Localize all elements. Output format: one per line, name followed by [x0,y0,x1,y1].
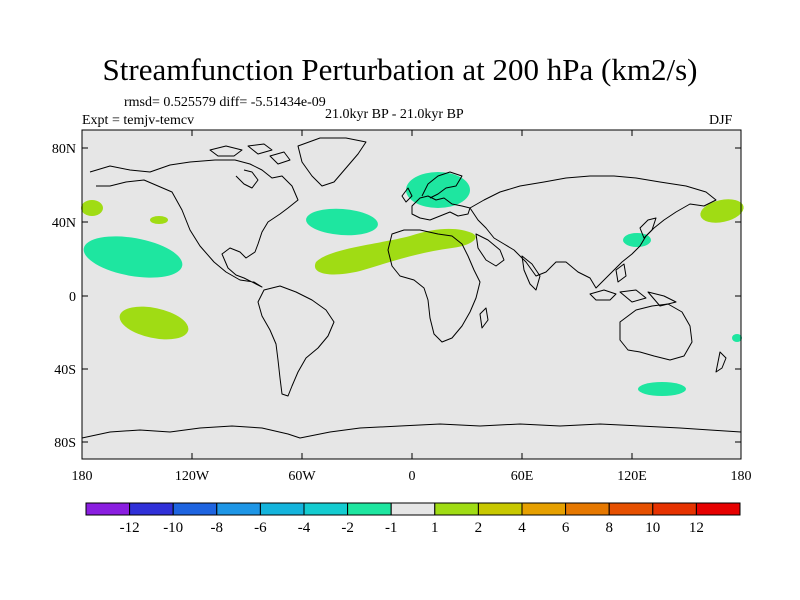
colorbar-label: -10 [163,520,183,536]
blob-north-pacific-west [700,199,744,223]
coast-australia [619,303,693,361]
colorbar-label: 10 [645,520,660,536]
coast-scandinavia [421,171,463,199]
lat-tick-label: 80N [52,142,76,157]
colorbar-label: 8 [605,520,613,536]
lon-tick-label: 120E [617,469,647,484]
coast-arabia [475,233,505,267]
blob-africa-arabia [314,228,476,275]
blob-north-atlantic [306,208,378,236]
coast-africa [387,229,481,343]
colorbar-box [477,502,523,516]
coast-british-isles [401,187,413,203]
lon-tick-label: 180 [731,469,752,484]
colorbar-label: -1 [385,520,398,536]
blob-north-pacific-small [150,216,168,224]
colorbar-label: -2 [341,520,354,536]
coast-antarctica [81,423,742,439]
coast-north-america [89,159,299,288]
colorbar-labels: -12 -10 -8 -6 -4 -2 -1 1 2 4 6 8 10 12 [120,520,704,536]
colorbar-label: 2 [475,520,483,536]
lon-tick-label: 120W [175,469,210,484]
colorbar-label: -6 [254,520,267,536]
colorbar-label: 4 [518,520,526,536]
colorbar-box [347,502,392,516]
lon-tick-label: 60W [288,469,316,484]
blob-east-edge [732,334,742,342]
colorbar-box [172,502,218,516]
colorbar-box [129,502,174,516]
lon-tick-label: 0 [409,469,416,484]
colorbar-box [608,502,654,516]
coast-japan [639,217,657,239]
blob-south-pacific [119,306,189,340]
coast-india [521,255,541,291]
colorbar-box [652,502,697,516]
axis-ticks [82,130,741,459]
blob-japan [623,233,651,247]
blob-north-pacific-east [83,236,183,278]
lat-tick-label: 40S [54,363,76,378]
colorbar-box [85,502,131,516]
stats-label: rmsd= 0.525579 diff= -5.51434e-09 [124,95,326,110]
coastlines [81,137,742,439]
period-label: 21.0kyr BP - 21.0kyr BP [325,107,464,122]
coast-europe [411,195,471,221]
coast-asia [469,175,717,289]
anomaly-fills [81,172,744,396]
colorbar-label: -8 [211,520,224,536]
blob-north-pacific-edge [81,200,103,216]
coast-south-america [257,285,335,397]
blob-europe [406,172,470,208]
lat-tick-label: 0 [69,290,76,305]
colorbar-box [434,502,479,516]
colorbar-label: 1 [431,520,439,536]
lon-tick-label: 180 [72,469,93,484]
season-label: DJF [709,113,733,128]
colorbar [85,502,741,516]
colorbar-box [303,502,349,516]
blob-southern-ocean [638,382,686,396]
coast-new-zealand [715,351,727,373]
colorbar-label: -4 [298,520,311,536]
colorbar-box [216,502,261,516]
coast-madagascar [479,307,489,329]
colorbar-box [390,502,436,516]
coast-hudson-bay [235,169,259,189]
colorbar-label: 6 [562,520,570,536]
lat-tick-label: 80S [54,436,76,451]
colorbar-box [259,502,305,516]
coast-arctic-islands [209,143,291,165]
lon-tick-label: 60E [511,469,534,484]
lat-tick-label: 40N [52,216,76,231]
colorbar-label: 12 [689,520,704,536]
experiment-label: Expt = temjv-temcv [82,113,195,128]
colorbar-box [521,502,567,516]
colorbar-box [695,502,741,516]
map-title: Streamfunction Perturbation at 200 hPa (… [102,52,698,87]
coast-southeast-asia-islands [589,263,677,307]
colorbar-label: -12 [120,520,140,536]
colorbar-box [565,502,610,516]
coast-greenland [297,137,367,187]
